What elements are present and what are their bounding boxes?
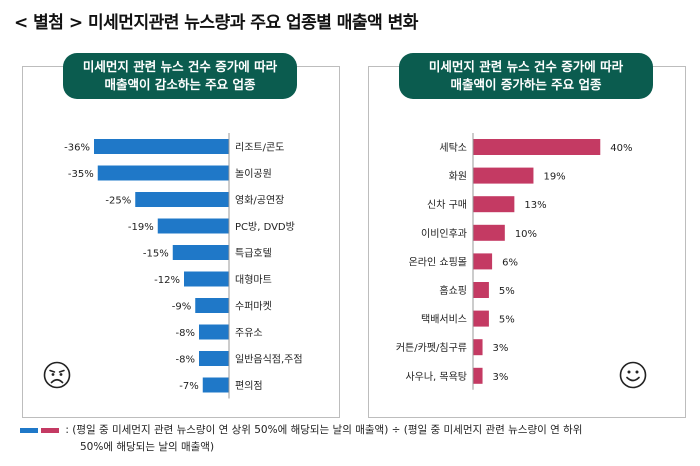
decrease-category-label: 주유소: [235, 327, 263, 339]
increase-value-label: 5%: [499, 286, 515, 297]
increase-chart-panel: 40% 세탁소 19% 화원 13% 신차 구매 10% 이비인후과 6% 온라인 쇼핑몰 5% 홈쇼…: [368, 53, 686, 418]
decrease-chart-title-line1: 미세먼지 관련 뉴스 건수 증가에 따라: [82, 59, 278, 74]
legend-swatch-decrease: [20, 427, 38, 433]
increase-category-label: 홈쇼핑: [439, 284, 467, 297]
increase-value-label: 6%: [502, 257, 518, 268]
increase-bar: [473, 310, 489, 327]
decrease-bar: [97, 165, 229, 181]
decrease-bar: [195, 298, 229, 313]
legend-note-line1: : (평일 중 미세먼지 관련 뉴스량이 연 상위 50%에 해당되는 날의 매…: [65, 424, 583, 436]
increase-category-label: 온라인 쇼핑몰: [409, 256, 467, 268]
smile-face-icon: [619, 361, 647, 389]
decrease-chart-panel: -36% 리조트/콘도 -35% 놀이공원 -25% 영화/공연장 -19% PC방, DVD…: [22, 53, 340, 418]
decrease-value-label: -12%: [154, 275, 180, 286]
increase-value-label: 19%: [543, 172, 565, 183]
decrease-bar: [199, 324, 229, 340]
increase-category-label: 화원: [449, 171, 467, 183]
decrease-category-label: 수퍼마켓: [235, 301, 272, 313]
increase-bar: [473, 196, 515, 213]
increase-category-label: 세탁소: [439, 142, 467, 154]
decrease-bar: [172, 245, 229, 260]
increase-value-label: 40%: [610, 143, 632, 154]
increase-bar: [473, 167, 534, 184]
increase-value-label: 5%: [499, 315, 515, 326]
increase-category-label: 신차 구매: [427, 199, 467, 211]
decrease-value-label: -15%: [143, 249, 169, 260]
decrease-category-label: 영화/공연장: [235, 195, 284, 207]
decrease-bar-chart: -36% 리조트/콘도 -35% 놀이공원 -25% 영화/공연장 -19% PC방, DVD…: [64, 133, 303, 399]
decrease-chart-title-line2: 매출액이 감소하는 주요 업종: [104, 77, 256, 92]
decrease-value-label: -7%: [179, 381, 198, 392]
increase-category-label: 택배서비스: [421, 314, 467, 326]
decrease-value-label: -25%: [105, 196, 131, 207]
increase-value-label: 13%: [524, 200, 546, 211]
decrease-category-label: 일반음식점,주점: [235, 354, 303, 366]
increase-bar: [473, 253, 493, 270]
increase-bar-chart: 40% 세탁소 19% 화원 13% 신차 구매 10% 이비인후과 6% 온라인 쇼핑몰 5% 홈쇼…: [396, 133, 633, 390]
decrease-category-label: 특급호텔: [235, 248, 272, 260]
increase-value-label: 3%: [493, 343, 509, 354]
decrease-value-label: -36%: [64, 143, 90, 154]
increase-category-label: 이비인후과: [421, 228, 467, 240]
increase-chart-title-line2: 매출액이 증가하는 주요 업종: [450, 77, 602, 92]
legend-swatch-increase: [41, 427, 59, 433]
increase-bar: [473, 224, 505, 241]
page-title: < 별첨 > 미세먼지관련 뉴스량과 주요 업종별 매출액 변화: [14, 13, 418, 33]
decrease-bar: [157, 218, 229, 234]
increase-category-label: 커튼/카펫/침구류: [396, 342, 467, 354]
increase-bar: [473, 139, 601, 155]
decrease-bar: [184, 271, 229, 287]
increase-value-label: 10%: [515, 229, 537, 240]
decrease-bar: [94, 139, 229, 154]
decrease-value-label: -8%: [176, 328, 195, 339]
increase-bar: [473, 367, 483, 384]
decrease-category-label: 리조트/콘도: [235, 142, 284, 154]
decrease-value-label: -35%: [68, 169, 94, 180]
decrease-bar: [202, 377, 229, 393]
increase-bar: [473, 282, 489, 298]
legend-note: : (평일 중 미세먼지 관련 뉴스량이 연 상위 50%에 해당되는 날의 매…: [20, 422, 690, 456]
increase-category-label: 사우나, 목욕탕: [405, 371, 467, 383]
legend-note-line2: 50%에 해당되는 날의 매출액): [80, 441, 215, 453]
decrease-category-label: PC방, DVD방: [235, 221, 295, 233]
decrease-bar: [199, 351, 229, 366]
decrease-category-label: 놀이공원: [235, 168, 272, 180]
increase-bar: [473, 339, 483, 356]
decrease-category-label: 대형마트: [235, 274, 272, 286]
decrease-value-label: -8%: [176, 355, 195, 366]
decrease-category-label: 편의점: [235, 380, 263, 392]
increase-chart-header: 미세먼지 관련 뉴스 건수 증가에 따라 매출액이 증가하는 주요 업종: [399, 53, 653, 99]
increase-value-label: 3%: [493, 372, 509, 383]
increase-chart-title-line1: 미세먼지 관련 뉴스 건수 증가에 따라: [428, 59, 624, 74]
decrease-chart-header: 미세먼지 관련 뉴스 건수 증가에 따라 매출액이 감소하는 주요 업종: [63, 53, 297, 99]
decrease-bar: [135, 192, 229, 207]
decrease-value-label: -9%: [172, 302, 191, 313]
decrease-value-label: -19%: [128, 222, 154, 233]
sad-face-icon: [43, 361, 71, 389]
